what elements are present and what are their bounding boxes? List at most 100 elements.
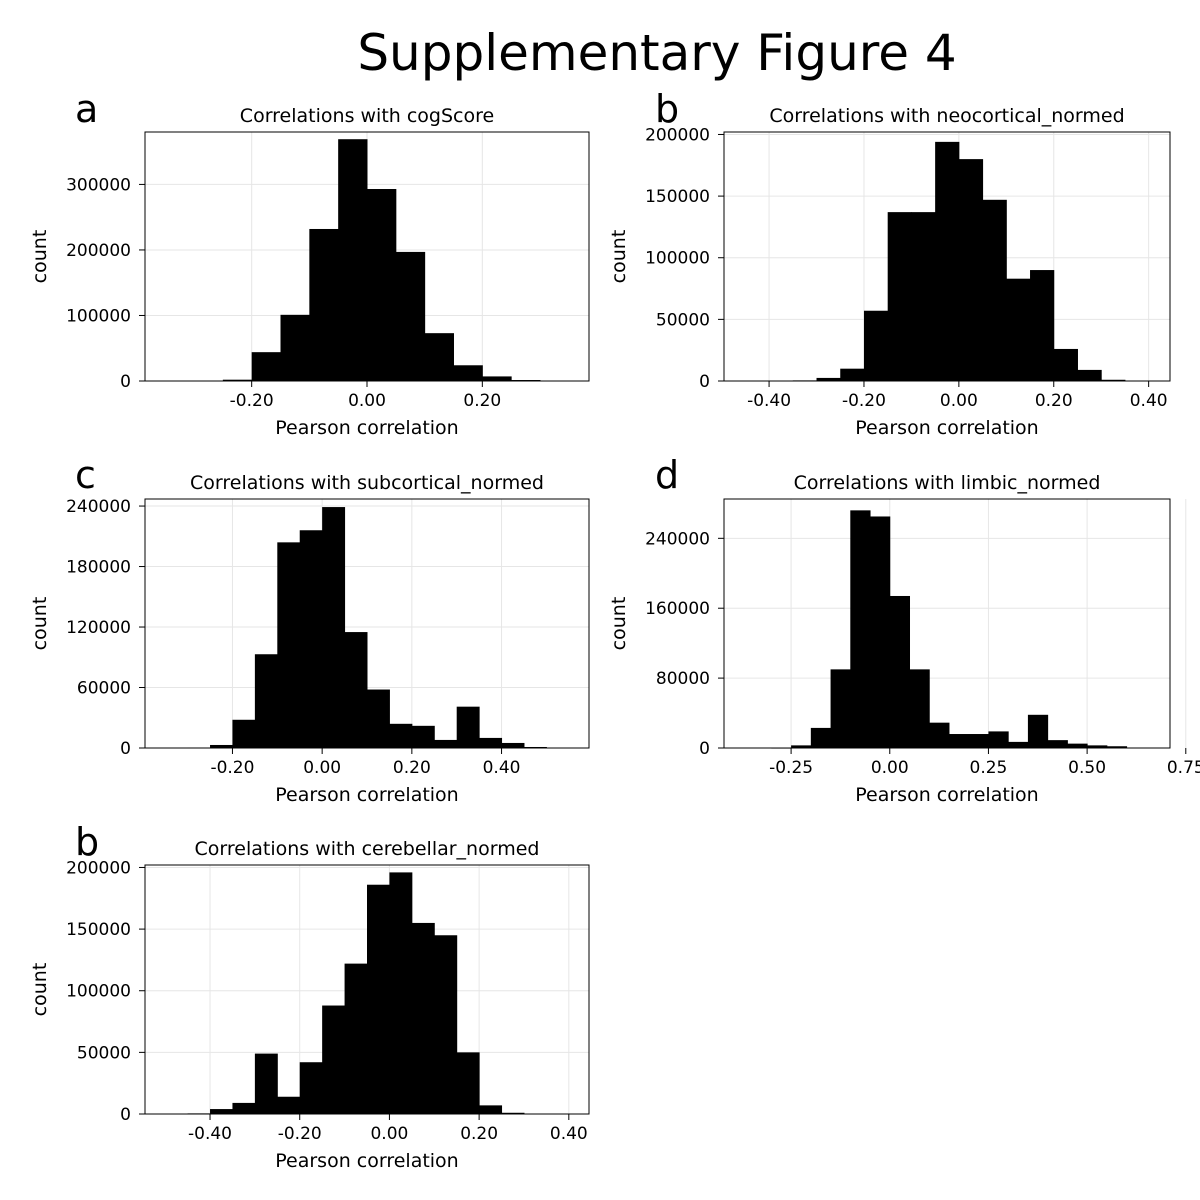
bars (792, 141, 1126, 382)
histogram-bar (424, 333, 454, 381)
histogram-bar (1053, 348, 1078, 381)
panel-letter: c (75, 453, 96, 497)
x-tick-label: -0.40 (747, 391, 791, 411)
x-tick-label: 0.20 (1035, 391, 1073, 411)
x-tick-label: 0.20 (460, 1124, 498, 1144)
plot-frame (144, 498, 590, 749)
y-axis-label: count (29, 963, 51, 1017)
histogram-bar (479, 1105, 503, 1114)
histogram-bar (840, 368, 865, 381)
histogram-bar (456, 706, 480, 748)
x-tick-label: 0.00 (303, 758, 341, 778)
histogram-bar (434, 935, 458, 1114)
y-tick-label: 0 (120, 372, 131, 392)
histogram-bar (411, 725, 435, 748)
x-tick-label: -0.20 (230, 391, 274, 411)
histogram-bar (501, 742, 525, 748)
x-tick-label: 0.75 (1167, 758, 1200, 778)
histogram-bar (367, 189, 397, 381)
histogram-bar (1006, 278, 1031, 381)
x-axis-label: Pearson correlation (275, 417, 458, 439)
histogram-bar (395, 251, 426, 381)
bars (187, 507, 547, 749)
histogram-bar (810, 727, 832, 748)
histogram-bar (479, 737, 503, 748)
histogram-bar (1047, 740, 1068, 748)
y-tick-label: 120000 (66, 618, 131, 638)
panel-title: Correlations with cerebellar_normed (195, 838, 540, 860)
x-tick-label: 0.00 (871, 758, 909, 778)
x-tick-label: 0.00 (370, 1124, 408, 1144)
y-tick-label: 240000 (66, 497, 131, 517)
x-tick-label: 0.20 (393, 758, 431, 778)
figure-title: Supplementary Figure 4 (357, 24, 956, 82)
y-tick-label: 50000 (656, 310, 710, 330)
panel-letter: b (655, 87, 679, 131)
x-tick-label: 0.50 (1068, 758, 1106, 778)
histogram-bar (1106, 746, 1128, 748)
histogram-bar (210, 1109, 233, 1114)
y-axis-label: count (608, 230, 630, 284)
histogram-bar (322, 507, 346, 748)
histogram-bar (367, 884, 390, 1114)
histogram-bar (1067, 743, 1088, 748)
histogram-bar (254, 654, 278, 748)
histogram-bar (232, 719, 256, 748)
histogram-bar (277, 1096, 301, 1114)
histogram-bar (1087, 745, 1108, 748)
histogram-bar (523, 746, 547, 748)
histogram-bar (251, 352, 282, 381)
histogram-bar (1101, 379, 1126, 381)
x-axis-label: Pearson correlation (275, 1150, 458, 1172)
histogram-bar (948, 734, 970, 748)
bars (771, 510, 1128, 749)
histogram-bar (501, 1112, 525, 1114)
panel-letter: d (655, 453, 679, 497)
histogram-bar (1077, 369, 1102, 381)
y-tick-label: 50000 (77, 1043, 131, 1063)
x-tick-label: 0.40 (483, 758, 521, 778)
panel-0: -0.20 0.00 0.20 0 100000 200000 300000 Pearson … (29, 87, 590, 439)
histogram-bar (982, 199, 1007, 381)
y-tick-label: 80000 (656, 669, 710, 689)
histogram-bar (232, 1102, 256, 1114)
x-tick-label: 0.00 (940, 391, 978, 411)
histogram-bar (411, 922, 435, 1114)
x-tick-label: -0.20 (210, 758, 254, 778)
panel-title: Correlations with cogScore (240, 105, 494, 127)
histogram-bar (863, 310, 889, 381)
y-tick-label: 300000 (66, 175, 131, 195)
x-tick-label: 0.00 (348, 391, 386, 411)
panels: -0.20 0.00 0.20 0 100000 200000 300000 Pearson … (29, 87, 1200, 1172)
x-tick-label: 0.25 (970, 758, 1008, 778)
histogram-bar (367, 689, 390, 748)
y-tick-label: 200000 (66, 858, 131, 878)
plot-frame (144, 864, 590, 1115)
histogram-bar (389, 723, 413, 748)
histogram-bar (344, 963, 368, 1114)
y-tick-label: 100000 (66, 306, 131, 326)
panel-1: -0.40 -0.20 0.00 0.20 0.40 0 50000 100000 150000… (608, 87, 1171, 439)
panel-letter: b (75, 820, 99, 864)
y-axis-label: count (608, 597, 630, 651)
histogram-bar (887, 212, 912, 381)
panel-3: -0.25 0.00 0.25 0.50 0.75 0 80000 160000 240000 P… (608, 453, 1200, 806)
x-tick-label: -0.20 (842, 391, 886, 411)
histogram-bar (254, 1053, 278, 1114)
histogram-bar (958, 159, 984, 381)
histogram-bar (889, 595, 911, 748)
x-tick-label: -0.25 (769, 758, 813, 778)
histogram-bar (322, 1005, 346, 1114)
y-axis-label: count (29, 230, 51, 284)
histogram-bar (210, 744, 233, 748)
panel-letter: a (75, 87, 98, 131)
histogram-bar (830, 669, 851, 748)
histogram-bar (482, 376, 512, 381)
y-tick-label: 150000 (66, 920, 131, 940)
panel-title: Correlations with subcortical_normed (190, 472, 544, 494)
histogram-bar (299, 1062, 323, 1114)
x-axis-label: Pearson correlation (275, 784, 458, 806)
histogram-bar (344, 632, 368, 748)
panel-4: -0.40 -0.20 0.00 0.20 0.40 0 50000 100000 150000… (29, 820, 590, 1172)
